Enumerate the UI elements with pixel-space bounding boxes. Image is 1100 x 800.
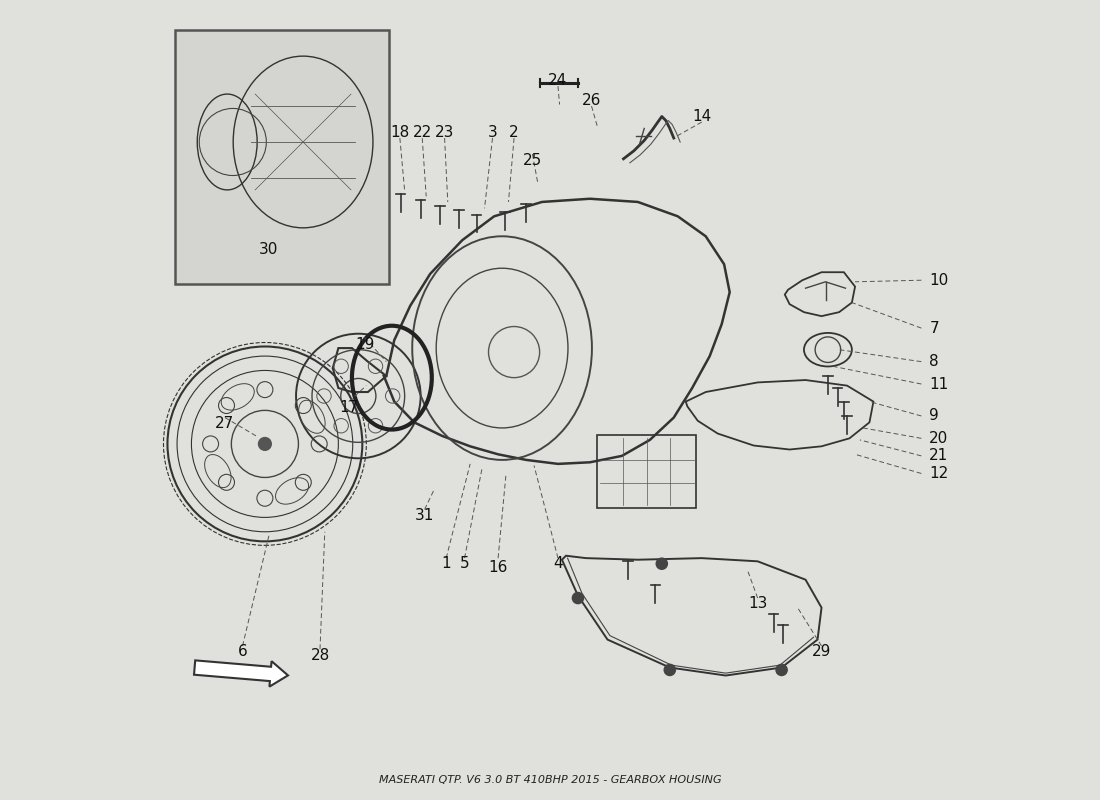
FancyBboxPatch shape [175, 30, 388, 284]
Text: 7: 7 [930, 321, 939, 336]
Text: 14: 14 [692, 109, 712, 124]
Text: 20: 20 [930, 431, 948, 446]
Text: 29: 29 [812, 644, 832, 659]
Text: 3: 3 [487, 125, 497, 140]
Text: 9: 9 [930, 409, 939, 423]
Text: 28: 28 [310, 648, 330, 663]
Text: 6: 6 [238, 644, 248, 659]
Text: 1: 1 [441, 556, 451, 571]
Text: 21: 21 [930, 449, 948, 463]
Text: 10: 10 [930, 273, 948, 288]
Text: MASERATI QTP. V6 3.0 BT 410BHP 2015 - GEARBOX HOUSING: MASERATI QTP. V6 3.0 BT 410BHP 2015 - GE… [378, 775, 722, 785]
Circle shape [572, 593, 583, 604]
Text: 13: 13 [748, 596, 768, 611]
Text: 27: 27 [216, 417, 234, 431]
Text: 11: 11 [930, 377, 948, 391]
Text: 18: 18 [390, 125, 409, 140]
Text: 30: 30 [260, 242, 278, 258]
Text: 25: 25 [522, 153, 542, 168]
FancyArrow shape [194, 660, 288, 686]
Text: 24: 24 [549, 73, 568, 88]
Text: 4: 4 [553, 556, 563, 571]
Text: 31: 31 [415, 508, 434, 523]
Text: 17: 17 [339, 401, 359, 415]
Text: 5: 5 [460, 556, 470, 571]
Circle shape [776, 664, 788, 675]
Circle shape [258, 438, 272, 450]
Circle shape [657, 558, 668, 570]
Circle shape [664, 664, 675, 675]
Text: 16: 16 [488, 560, 508, 575]
Text: 2: 2 [509, 125, 519, 140]
Text: 19: 19 [355, 337, 374, 351]
Text: 23: 23 [434, 125, 454, 140]
Text: 12: 12 [930, 466, 948, 481]
Text: 22: 22 [412, 125, 432, 140]
Text: 26: 26 [582, 93, 602, 108]
Text: 8: 8 [930, 354, 939, 369]
